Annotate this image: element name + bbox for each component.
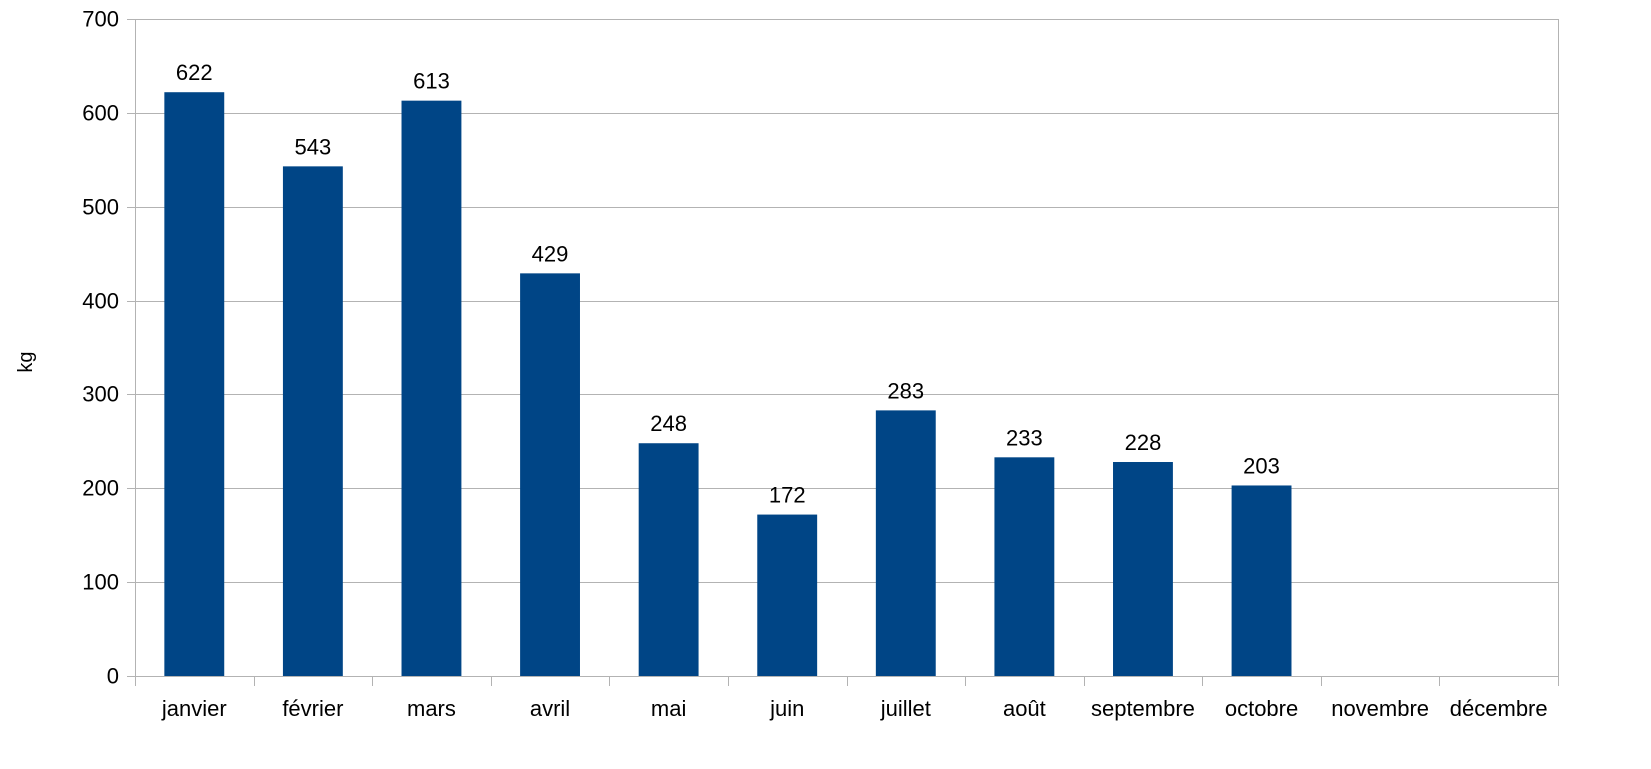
data-label-mars: 613 bbox=[413, 69, 450, 94]
gridlines bbox=[135, 19, 1558, 677]
data-label-août: 233 bbox=[1006, 425, 1043, 450]
bar-août bbox=[994, 457, 1055, 676]
y-tick-label-300: 300 bbox=[82, 382, 119, 407]
data-label-février: 543 bbox=[295, 134, 332, 159]
bar-juillet bbox=[875, 410, 936, 676]
data-label-septembre: 228 bbox=[1125, 430, 1162, 455]
y-tick-label-400: 400 bbox=[82, 289, 119, 314]
y-tick-label-500: 500 bbox=[82, 195, 119, 220]
y-tick-label-600: 600 bbox=[82, 101, 119, 126]
data-label-octobre: 203 bbox=[1243, 453, 1280, 478]
y-tick-label-200: 200 bbox=[82, 476, 119, 501]
bar-octobre bbox=[1231, 485, 1292, 676]
data-label-avril: 429 bbox=[532, 241, 569, 266]
x-tick-label-5: juin bbox=[769, 696, 804, 721]
x-tick-label-7: août bbox=[1003, 696, 1046, 721]
data-labels: 622 543 613 429 248 172 283 233 228 203 bbox=[176, 60, 1280, 507]
bar-avril bbox=[520, 273, 580, 676]
data-label-juin: 172 bbox=[769, 483, 806, 508]
bar-mai bbox=[638, 443, 699, 676]
x-tick-label-10: novembre bbox=[1331, 696, 1429, 721]
bar-février bbox=[282, 166, 343, 676]
x-tick-label-0: janvier bbox=[161, 696, 227, 721]
data-label-juillet: 283 bbox=[887, 378, 924, 403]
data-label-janvier: 622 bbox=[176, 60, 213, 85]
y-axis-label: kg bbox=[15, 351, 37, 372]
x-tick-label-6: juillet bbox=[880, 696, 931, 721]
x-tick-label-1: février bbox=[282, 696, 343, 721]
bar-juin bbox=[757, 514, 818, 676]
bar-septembre bbox=[1113, 462, 1173, 676]
y-tick-label-100: 100 bbox=[82, 570, 119, 595]
data-label-mai: 248 bbox=[650, 411, 687, 436]
y-tick-label-700: 700 bbox=[82, 7, 119, 32]
x-tick-label-11: décembre bbox=[1450, 696, 1548, 721]
axes: 0 100 200 300 400 500 600 700 janvier février mars… bbox=[82, 7, 1559, 721]
x-tick-label-2: mars bbox=[407, 696, 456, 721]
x-tick-label-4: mai bbox=[651, 696, 686, 721]
y-tick-label-0: 0 bbox=[107, 664, 119, 689]
x-tick-label-8: septembre bbox=[1091, 696, 1195, 721]
x-tick-label-9: octobre bbox=[1225, 696, 1298, 721]
bar-janvier bbox=[164, 92, 225, 677]
bars bbox=[164, 92, 1292, 677]
bar-mars bbox=[401, 100, 462, 677]
x-tick-label-3: avril bbox=[530, 696, 570, 721]
